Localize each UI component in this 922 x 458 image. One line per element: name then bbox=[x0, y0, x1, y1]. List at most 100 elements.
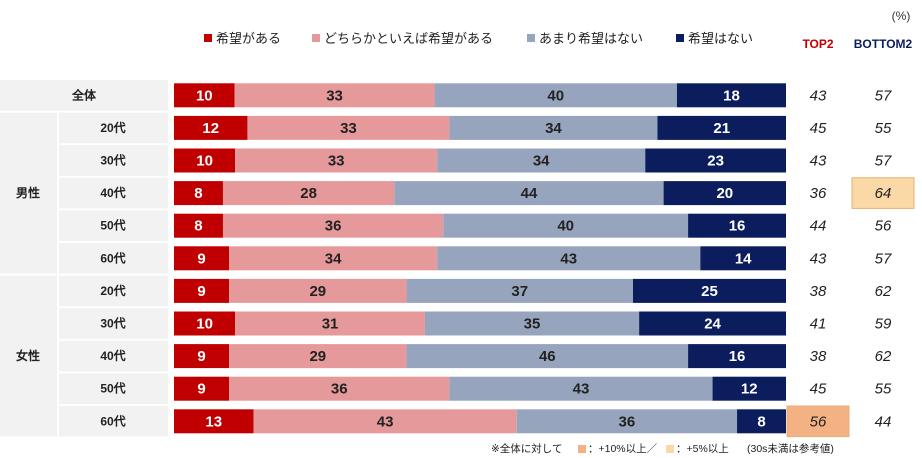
bar-segment bbox=[174, 409, 254, 434]
label-cell-bg bbox=[59, 373, 168, 404]
bottom2-value: 55 bbox=[875, 120, 892, 137]
label-cell-bg bbox=[59, 340, 168, 372]
bar-value-label: 33 bbox=[340, 120, 357, 137]
bar-value-label: 46 bbox=[539, 348, 556, 365]
footnote-suffix: (30s未満は参考値) bbox=[747, 442, 834, 455]
top2-value: 56 bbox=[810, 413, 827, 430]
bar-value-label: 43 bbox=[560, 250, 577, 267]
bar-segment bbox=[443, 213, 689, 238]
bottom2-value: 44 bbox=[875, 413, 892, 430]
bar-segment bbox=[174, 181, 223, 206]
bar-segment bbox=[737, 409, 786, 434]
bar-segment bbox=[516, 409, 738, 434]
label-cell-bg bbox=[59, 177, 168, 209]
bar-segment bbox=[174, 344, 230, 369]
bar-value-label: 37 bbox=[511, 283, 528, 300]
bar-segment bbox=[406, 278, 633, 303]
bar-segment bbox=[174, 246, 230, 271]
bar-value-label: 34 bbox=[545, 120, 562, 137]
bar-value-label: 13 bbox=[205, 413, 222, 430]
bar-segment bbox=[688, 213, 786, 238]
group-cell-bg bbox=[0, 275, 57, 437]
bar-segment bbox=[394, 181, 664, 206]
top2-value: 45 bbox=[810, 381, 827, 398]
bar-segment bbox=[234, 83, 435, 108]
bar-value-label: 9 bbox=[197, 348, 205, 365]
legend-swatch bbox=[527, 34, 535, 42]
bottom2-value: 57 bbox=[875, 153, 892, 170]
row-label: 60代 bbox=[100, 413, 125, 428]
bar-segment bbox=[229, 344, 407, 369]
row-label: 50代 bbox=[100, 381, 125, 396]
row-label: 40代 bbox=[100, 348, 125, 363]
bar-segment bbox=[645, 148, 786, 173]
bar-value-label: 44 bbox=[521, 185, 538, 202]
label-cell-bg bbox=[59, 275, 168, 307]
bar-value-label: 9 bbox=[197, 283, 205, 300]
highlight-box bbox=[851, 177, 915, 209]
bar-segment bbox=[174, 83, 235, 108]
bottom2-header: BOTTOM2 bbox=[854, 37, 913, 51]
unit-label: (%) bbox=[892, 9, 911, 23]
summary-columns: TOP2 BOTTOM2 43 57 45 55 43 57 36 64 44 56 43 57 38 62 4… bbox=[786, 37, 915, 438]
bar-segment bbox=[437, 246, 701, 271]
bar-value-label: 40 bbox=[557, 218, 574, 235]
bar-segment bbox=[222, 181, 395, 206]
bar-segment bbox=[663, 181, 786, 206]
row-label: 20代 bbox=[100, 283, 125, 298]
footnote-item-5: ：+5%以上 bbox=[676, 443, 729, 455]
bar-value-label: 33 bbox=[328, 153, 345, 170]
bottom2-value: 57 bbox=[875, 87, 892, 104]
bar-segment bbox=[657, 115, 786, 140]
label-cell-bg bbox=[59, 112, 168, 144]
bar-value-label: 33 bbox=[326, 87, 343, 104]
row-label: 20代 bbox=[100, 120, 125, 135]
bar-value-label: 34 bbox=[325, 250, 342, 267]
legend: (%) 希望がある どちらかといえば希望がある あまり希望はない 希望はない bbox=[204, 9, 910, 46]
bar-segment bbox=[174, 278, 230, 303]
bar-segment bbox=[406, 344, 689, 369]
bar-value-label: 23 bbox=[707, 153, 724, 170]
bar-segment bbox=[174, 115, 248, 140]
top2-value: 43 bbox=[810, 250, 827, 267]
bar-segment bbox=[434, 83, 677, 108]
bottom2-value: 64 bbox=[875, 185, 892, 202]
legend-label: 希望がある bbox=[216, 31, 281, 46]
label-cell-bg bbox=[59, 406, 168, 437]
bar-value-label: 28 bbox=[300, 185, 317, 202]
bar-value-label: 12 bbox=[202, 120, 219, 137]
group-cell-bg bbox=[0, 112, 57, 274]
bar-segment bbox=[449, 115, 658, 140]
legend-label: どちらかといえば希望がある bbox=[324, 31, 493, 46]
bar-value-label: 35 bbox=[524, 316, 541, 333]
legend-swatch bbox=[676, 34, 684, 42]
bar-value-label: 20 bbox=[716, 185, 733, 202]
bar-value-label: 8 bbox=[194, 218, 202, 235]
bar-segment bbox=[449, 376, 713, 401]
top2-value: 41 bbox=[810, 316, 827, 333]
bar-value-label: 25 bbox=[701, 283, 718, 300]
legend-swatch bbox=[312, 34, 320, 42]
row-label: 30代 bbox=[100, 316, 125, 331]
group-label: 女性 bbox=[16, 348, 40, 363]
group-label: 男性 bbox=[16, 185, 40, 200]
bar-value-label: 24 bbox=[704, 316, 721, 333]
bar-segment bbox=[424, 311, 640, 336]
row-label: 40代 bbox=[100, 185, 125, 200]
bar-segment bbox=[174, 311, 236, 336]
label-cell-bg bbox=[59, 308, 168, 339]
top2-value: 36 bbox=[810, 185, 827, 202]
footnote-item-10: ：+10%以上／ bbox=[588, 443, 658, 455]
top2-value: 43 bbox=[810, 153, 827, 170]
bar-segment bbox=[633, 278, 786, 303]
footnote-prefix: ※全体に対して bbox=[491, 442, 562, 455]
footnote-swatch-5 bbox=[666, 445, 674, 453]
bottom2-value: 56 bbox=[875, 218, 892, 235]
bar-segment bbox=[174, 213, 223, 238]
row-label: 30代 bbox=[100, 153, 125, 168]
bar-value-label: 36 bbox=[331, 381, 348, 398]
label-cell-bg bbox=[59, 210, 168, 241]
bar-value-label: 29 bbox=[309, 348, 326, 365]
